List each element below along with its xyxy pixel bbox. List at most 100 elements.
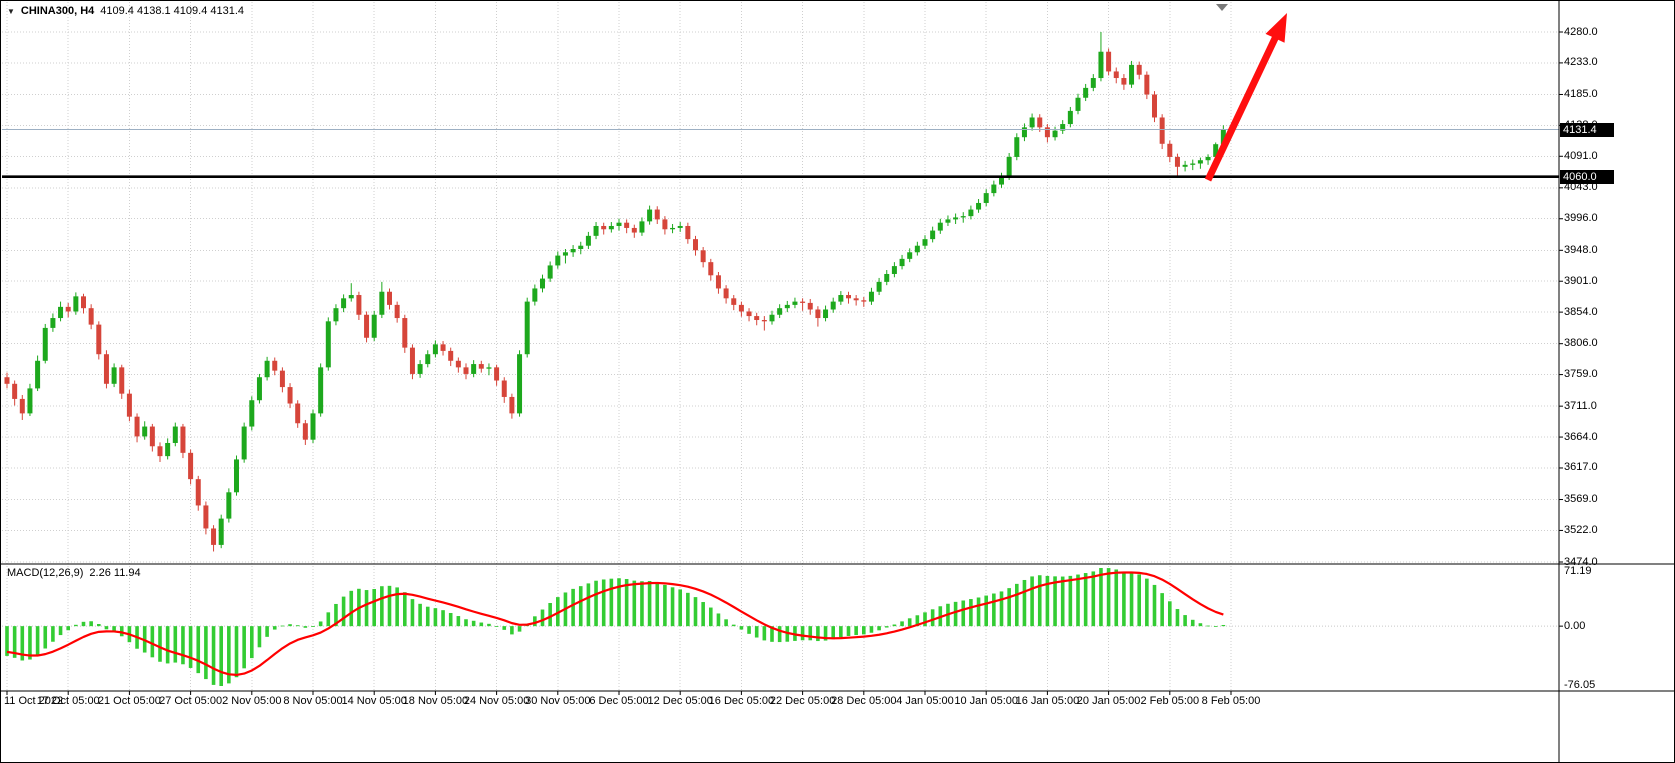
macd-histogram-bar <box>716 613 721 627</box>
candle-body <box>823 309 829 319</box>
candle-body <box>1052 130 1058 138</box>
candle-body <box>287 387 293 404</box>
macd-histogram-bar <box>227 626 231 684</box>
macd-histogram-bar <box>862 626 866 635</box>
candle-body <box>800 301 806 303</box>
candle-body <box>1129 64 1135 85</box>
macd-axis-label-zero: 0.00 <box>1564 619 1586 632</box>
candle-body <box>234 459 239 493</box>
time-axis-label: 16 Jan 05:00 <box>1015 695 1080 707</box>
macd-name: MACD(12,26,9) <box>7 567 84 579</box>
candle-body <box>341 298 347 309</box>
candle-body <box>1060 124 1066 131</box>
macd-histogram-bar <box>464 619 468 627</box>
symbol-ohlc-values: 4109.4 4138.1 4109.4 4131.4 <box>100 5 245 17</box>
time-axis-label: 8 Feb 05:00 <box>1201 695 1261 707</box>
macd-current-values: 2.26 11.94 <box>89 567 141 579</box>
macd-histogram-bar <box>540 609 545 627</box>
macd-indicator-label: MACD(12,26,9) 2.26 11.94 <box>7 567 141 579</box>
candle-body <box>930 230 936 240</box>
candle-body <box>203 505 209 529</box>
symbol-dropdown-icon[interactable]: ▼ <box>7 6 15 16</box>
candle-body <box>624 222 630 228</box>
candle-body <box>1182 164 1188 167</box>
macd-histogram-bar <box>1083 573 1088 627</box>
candle-body <box>371 314 377 338</box>
candle-body <box>195 479 201 506</box>
time-axis-label: 2 Nov 05:00 <box>222 695 282 707</box>
trend-arrow-shaft[interactable] <box>1204 31 1281 182</box>
macd-histogram-bar <box>280 625 285 627</box>
candle-body <box>815 309 821 319</box>
candle-body <box>241 426 247 460</box>
candle-body <box>1083 87 1089 98</box>
candle-body <box>976 202 982 210</box>
candle-body <box>81 296 86 309</box>
macd-histogram-bar <box>1015 583 1019 627</box>
candle-body <box>731 298 737 305</box>
macd-histogram-bar <box>1183 615 1187 627</box>
macd-histogram-bar <box>51 626 55 642</box>
price-axis-label: 3522.0 <box>1564 523 1598 536</box>
macd-histogram-bar <box>441 610 445 627</box>
macd-histogram-bar <box>303 626 308 628</box>
macd-histogram-bar <box>1213 626 1218 627</box>
time-axis-label: 8 Nov 05:00 <box>283 695 343 707</box>
macd-histogram-bar <box>272 626 277 630</box>
macd-histogram-bar <box>839 626 843 638</box>
macd-histogram-bar <box>1068 575 1073 627</box>
macd-histogram-bar <box>869 626 874 633</box>
candle-body <box>126 393 132 417</box>
chart-shift-marker-icon <box>1216 4 1228 11</box>
time-axis-label: 27 Oct 05:00 <box>159 695 223 707</box>
macd-histogram-bar <box>1206 625 1210 627</box>
trend-arrow-head[interactable] <box>1265 13 1287 43</box>
candle-body <box>937 222 943 231</box>
candle-body <box>524 301 530 355</box>
candle-body <box>983 193 989 203</box>
candle-body <box>356 295 362 315</box>
price-axis-label: 3948.0 <box>1564 243 1598 256</box>
macd-histogram-bar <box>1076 574 1080 627</box>
candle-body <box>172 426 178 443</box>
macd-histogram-bar <box>709 607 713 627</box>
candle-body <box>1014 137 1020 157</box>
price-axis-label: 3569.0 <box>1564 493 1598 506</box>
candle-body <box>593 225 599 236</box>
macd-histogram-bar <box>97 624 101 627</box>
candle-body <box>494 367 500 381</box>
macd-histogram-bar <box>640 581 644 627</box>
candle-body <box>1152 94 1157 118</box>
time-axis-label: 18 Nov 05:00 <box>402 695 469 707</box>
macd-histogram-bar <box>915 615 920 627</box>
candle-body <box>1113 71 1119 79</box>
candle-body <box>165 442 171 457</box>
candle-body <box>119 367 125 394</box>
macd-histogram-bar <box>418 603 422 627</box>
candle-body <box>601 225 607 230</box>
time-axis-label: 24 Nov 05:00 <box>463 695 530 707</box>
macd-histogram-bar <box>571 588 575 627</box>
price-axis-label: 3759.0 <box>1564 368 1598 381</box>
macd-histogram-bar <box>961 600 966 627</box>
macd-histogram-bar <box>433 608 438 627</box>
candle-body <box>387 291 392 305</box>
candle-body <box>616 222 622 226</box>
candle-body <box>1075 97 1081 111</box>
macd-histogram-bar <box>410 599 415 627</box>
price-axis-label: 3474.0 <box>1564 555 1598 568</box>
candle-body <box>1174 156 1180 167</box>
price-axis-label: 3901.0 <box>1564 274 1598 287</box>
candle-body <box>218 518 224 545</box>
macd-histogram-bar <box>1007 588 1011 627</box>
macd-histogram-bar <box>311 626 315 627</box>
macd-histogram-bar <box>517 626 522 632</box>
candle-body <box>761 320 767 322</box>
macd-histogram-bar <box>747 626 751 634</box>
candle-body <box>891 266 897 274</box>
macd-histogram-bar <box>770 626 774 642</box>
candle-body <box>1121 78 1127 85</box>
candle-body <box>249 400 255 427</box>
macd-histogram-bar <box>372 589 376 627</box>
